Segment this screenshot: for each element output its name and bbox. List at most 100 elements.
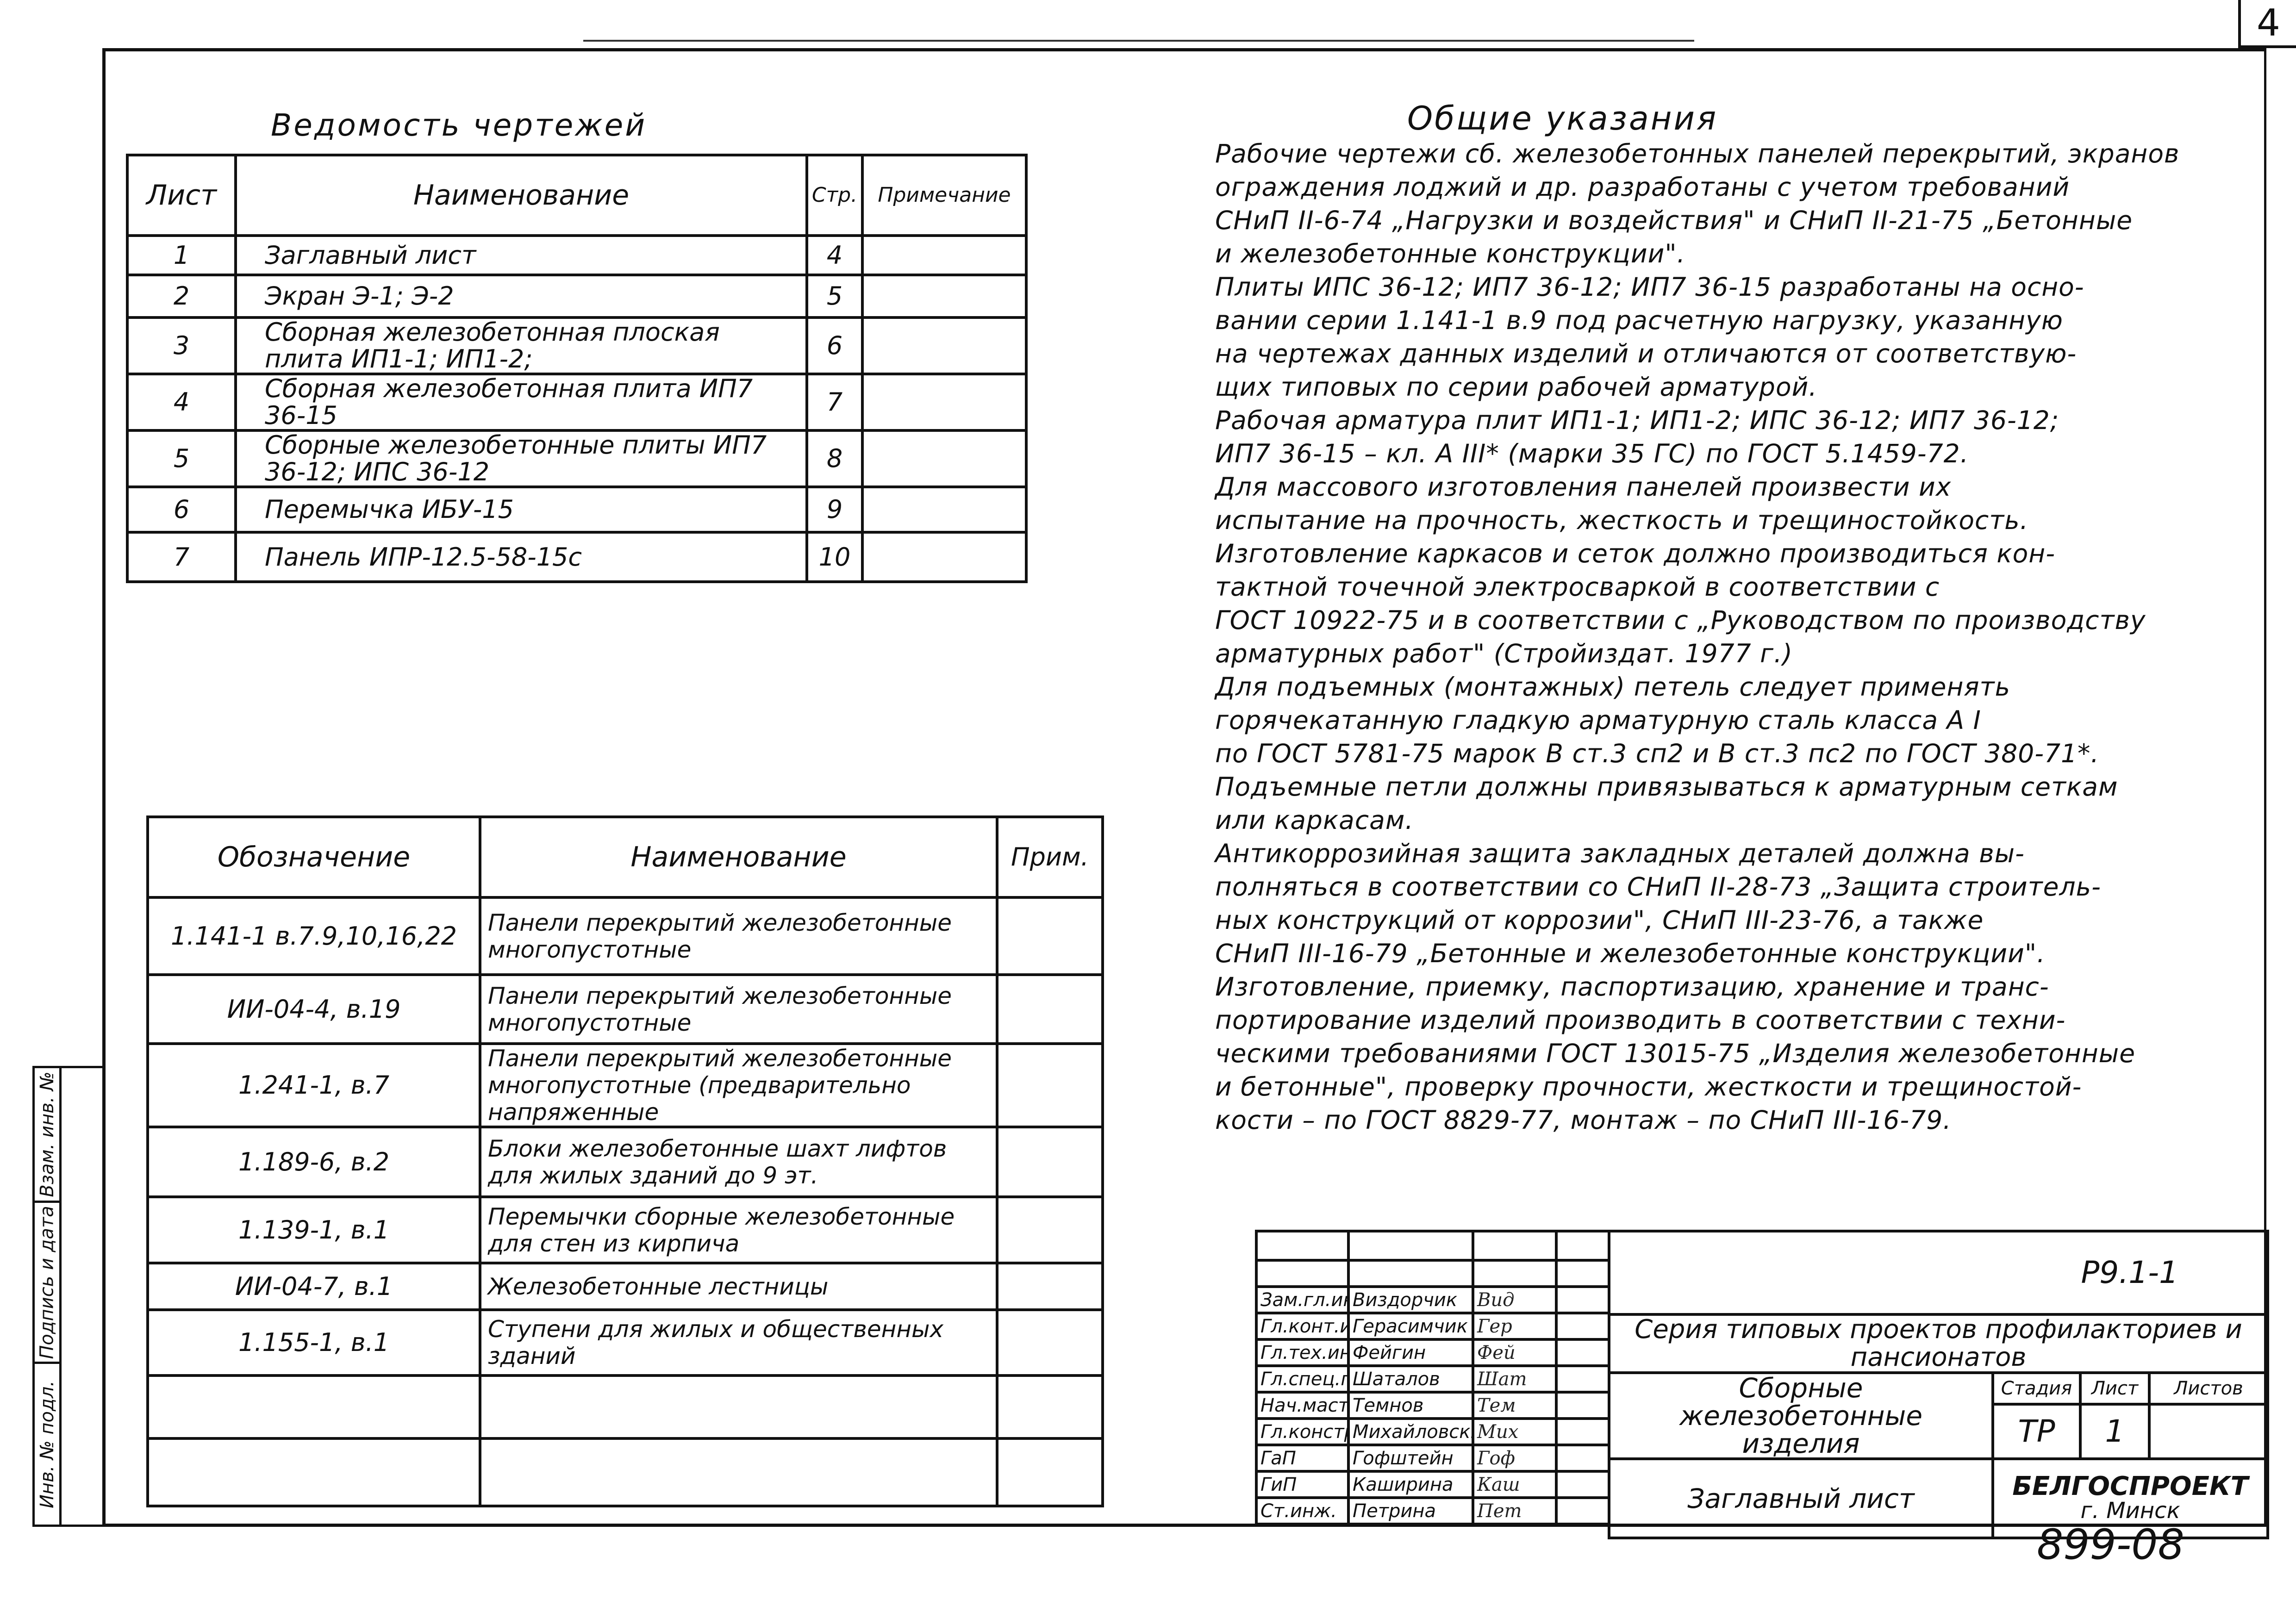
sheet-label: Лист	[2079, 1371, 2151, 1406]
note-line: ных конструкций от коррозии", СНиП III-2…	[1215, 905, 1984, 935]
date-cell	[1555, 1444, 1610, 1473]
signature: Тем	[1472, 1391, 1558, 1420]
note-line: Изготовление каркасов и сеток должно про…	[1215, 539, 2056, 568]
cell-note	[861, 316, 1028, 375]
cell-note	[861, 531, 1028, 583]
cell-page: 6	[805, 316, 864, 375]
signatory-name: Фейгин	[1347, 1338, 1474, 1367]
note-line: ограждения лоджий и др. разработаны с уч…	[1215, 172, 2070, 202]
cell-code: 1.155-1, в.1	[146, 1308, 481, 1377]
signature: Пет	[1472, 1496, 1558, 1525]
date-cell	[1555, 1470, 1610, 1499]
note-line: Рабочая арматура плит ИП1-1; ИП1-2; ИПС …	[1215, 405, 2059, 435]
signatory-role: Гл.констр	[1255, 1417, 1350, 1446]
table-row: ИИ-04-4, в.19 Панели перекрытий железобет…	[146, 973, 1104, 1045]
signatory-name: Петрина	[1347, 1496, 1474, 1525]
signature: Мих	[1472, 1417, 1558, 1446]
city: г. Минск	[2080, 1497, 2180, 1524]
signatory-role: ГиП	[1255, 1470, 1350, 1499]
cell-name: Перемычка ИБУ-15	[234, 485, 808, 534]
cell-name	[479, 1374, 998, 1440]
table-row: 6 Перемычка ИБУ-15 9	[126, 485, 1028, 534]
cell-name: Панель ИПР-12.5-58-15с	[234, 531, 808, 583]
title-block-main: Р9.1-1 Серия типовых проектов профилакто…	[1607, 1230, 2270, 1539]
drawing-frame	[102, 48, 2266, 1527]
note-line: Для массового изготовления панелей произ…	[1215, 472, 1952, 502]
signatory-name: Темнов	[1347, 1391, 1474, 1420]
signatory-row: Нач.маст. Темнов Тем	[1255, 1391, 1610, 1420]
cell-name: Сборные железобетонные плиты ИП7 36-12; …	[234, 429, 808, 488]
cell-name	[479, 1437, 998, 1507]
cell-name: Сборная железобетонная плита ИП7 36-15	[234, 373, 808, 432]
note-line: портирование изделий производить в соотв…	[1215, 1005, 2066, 1035]
table-row	[146, 1437, 1104, 1507]
header-name: Наименование	[479, 815, 998, 899]
signatory-name: Михайловский	[1347, 1417, 1474, 1446]
cell-page: 8	[805, 429, 864, 488]
cell-page: 5	[805, 274, 864, 319]
product-title: Сборные железобетонные изделия	[1608, 1371, 1994, 1460]
note-line: испытание на прочность, жесткость и трещ…	[1215, 505, 2029, 535]
table-row: 3 Сборная железобетонная плоская плита ИП…	[126, 316, 1028, 375]
header-name: Наименование	[234, 154, 808, 237]
table-row: 7 Панель ИПР-12.5-58-15с 10	[126, 531, 1028, 583]
note-line: Антикоррозийная защита закладных деталей…	[1215, 839, 2025, 868]
top-line	[583, 40, 1694, 42]
signature: Вид	[1472, 1285, 1558, 1314]
table-row: 2 Экран Э-1; Э-2 5	[126, 274, 1028, 319]
signature: Фей	[1472, 1338, 1558, 1367]
cell-code	[146, 1437, 481, 1507]
cell-note	[996, 1308, 1104, 1377]
document-number: 899-08	[2037, 1520, 2184, 1569]
cell-name: Перемычки сборные железобетонные для сте…	[479, 1195, 998, 1264]
side-stamp-label: Подпись и дата	[36, 1205, 58, 1359]
table-row: 5 Сборные железобетонные плиты ИП7 36-12;…	[126, 429, 1028, 488]
cell-name: Ступени для жилых и общественных зданий	[479, 1308, 998, 1377]
cell-note	[996, 1374, 1104, 1440]
sheets-label: Листов	[2147, 1371, 2270, 1406]
note-line: арматурных работ" (Стройиздат. 1977 г.)	[1215, 639, 1793, 668]
signatory-name: Герасимчик	[1347, 1312, 1474, 1341]
cell-name: Панели перекрытий железобетонные многопу…	[479, 973, 998, 1045]
sheets-value	[2147, 1403, 2270, 1460]
cell-note	[996, 1126, 1104, 1198]
cell-code: 1.241-1, в.7	[146, 1042, 481, 1128]
table-row: 1.139-1, в.1 Перемычки сборные железобето…	[146, 1195, 1104, 1264]
note-line: щих типовых по серии рабочей арматурой.	[1215, 372, 1817, 402]
cell-page: 4	[805, 234, 864, 276]
date-cell	[1555, 1417, 1610, 1446]
cell-note	[861, 429, 1028, 488]
cell-name: Панели перекрытий железобетонные многопу…	[479, 1042, 998, 1128]
table-row: ИИ-04-7, в.1 Железобетонные лестницы	[146, 1262, 1104, 1311]
note-line: Подъемные петли должны привязываться к а…	[1215, 772, 2118, 802]
note-line: вании серии 1.141-1 в.9 под расчетную на…	[1215, 305, 2063, 335]
signatory-row: Ст.инж. Петрина Пет	[1255, 1496, 1610, 1525]
date-cell	[1555, 1391, 1610, 1420]
signature: Каш	[1472, 1470, 1558, 1499]
note-line: СНиП II-6-74 „Нагрузки и воздействия" и …	[1215, 205, 2133, 235]
header-page: Стр.	[805, 154, 864, 237]
references-table: Обозначение Наименование Прим. 1.141-1 в…	[146, 815, 1104, 1507]
cell-note	[861, 234, 1028, 276]
series-title: Серия типовых проектов профилакториев и …	[1607, 1313, 2270, 1374]
signatory-role: Ст.инж.	[1255, 1496, 1350, 1525]
drawings-list-title: Ведомость чертежей	[271, 107, 647, 143]
cell-sheet: 2	[126, 274, 237, 319]
side-stamp-label: Взам. инв. №	[36, 1071, 58, 1197]
table-row: 1.241-1, в.7 Панели перекрытий железобето…	[146, 1042, 1104, 1128]
signatory-role: Нач.маст.	[1255, 1391, 1350, 1420]
cell-note	[861, 373, 1028, 432]
note-line: СНиП III-16-79 „Бетонные и железобетонны…	[1215, 939, 2046, 968]
cell-note	[996, 1262, 1104, 1311]
signatory-name: Шаталов	[1347, 1364, 1474, 1394]
side-stamp-values	[62, 1066, 102, 1527]
cell-page: 7	[805, 373, 864, 432]
cell-name: Экран Э-1; Э-2	[234, 274, 808, 319]
note-line: Изготовление, приемку, паспортизацию, хр…	[1215, 972, 2049, 1002]
general-notes-title: Общие указания	[1407, 100, 1718, 137]
project-code: Р9.1-1	[1607, 1230, 2270, 1316]
table-header: Лист Наименование Стр. Примечание	[126, 154, 1028, 237]
table-row: 1 Заглавный лист 4	[126, 234, 1028, 276]
side-stamp-signature: Подпись и дата	[32, 1201, 62, 1364]
